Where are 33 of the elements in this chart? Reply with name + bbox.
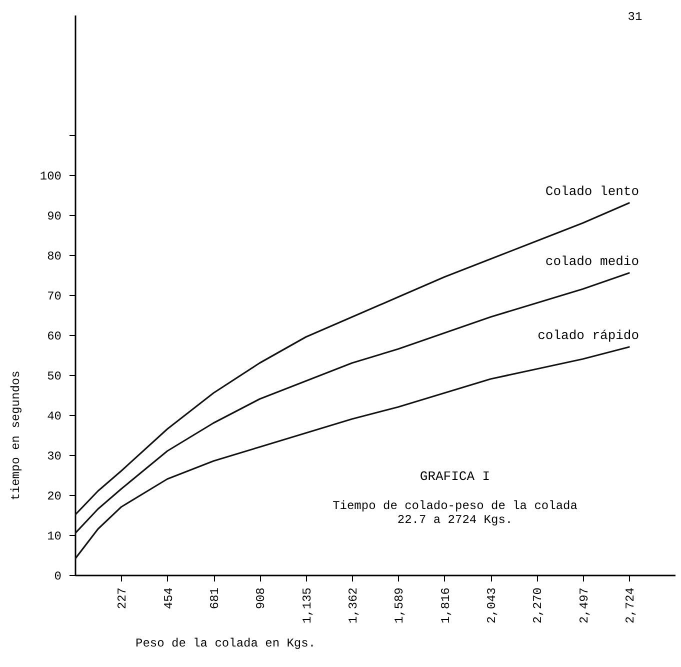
- x-tick-label: 908: [254, 588, 268, 610]
- series-label: Colado lento: [545, 184, 640, 199]
- x-tick-label: 1,816: [438, 588, 453, 624]
- x-tick-label: 454: [162, 588, 176, 610]
- annotation: 22.7 a 2724 Kgs.: [397, 513, 513, 527]
- text: GRAFICA I: [420, 469, 490, 484]
- x-tick-label: 2,270: [531, 588, 546, 624]
- x-axis-title: Peso de la colada en Kgs.: [136, 636, 316, 651]
- text: Tiempo de colado-peso de la colada: [332, 499, 578, 513]
- x-tick-label: 2,497: [577, 588, 592, 624]
- x-tick-label: 1,589: [392, 588, 407, 624]
- y-axis-title: tiempo en segundos: [8, 370, 23, 500]
- line-series: [75, 346, 630, 560]
- series-label: colado medio: [545, 254, 640, 269]
- y-tick-label: 0: [54, 570, 62, 584]
- y-tick-label: 10: [47, 530, 62, 544]
- x-tick-label: 227: [116, 588, 130, 610]
- y-tick-label: 30: [47, 450, 62, 464]
- x-tick-label: 681: [208, 588, 222, 610]
- x-tick-label: 2,724: [624, 588, 638, 624]
- annotation: 31: [628, 10, 642, 24]
- x-tick-label: 2,043: [485, 588, 500, 624]
- y-tick-label: 50: [47, 370, 62, 384]
- y-tick-label: 80: [47, 250, 62, 264]
- series-label: colado rápido: [538, 328, 640, 343]
- y-tick-label: 70: [47, 290, 62, 304]
- x-tick-label: 1,135: [300, 588, 314, 624]
- y-tick-label: 20: [47, 490, 62, 504]
- x-tick-label: 1,362: [346, 588, 361, 624]
- y-tick-label: 40: [47, 410, 62, 424]
- y-tick-label: 100: [40, 170, 62, 184]
- y-tick-label: 60: [47, 330, 62, 344]
- y-tick-label: 90: [47, 210, 62, 224]
